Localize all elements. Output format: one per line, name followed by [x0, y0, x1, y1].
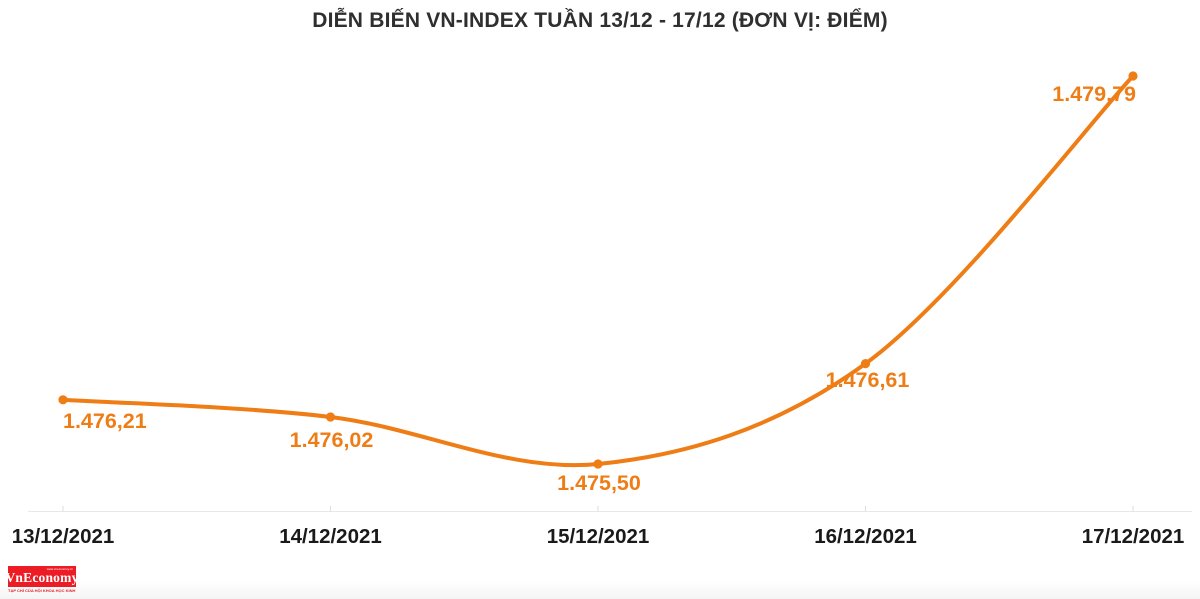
- x-axis-label: 13/12/2021: [12, 525, 115, 548]
- data-point: [58, 395, 68, 405]
- data-point: [860, 359, 871, 369]
- logo-url-text: www.vneconomy.vn: [46, 567, 73, 571]
- data-point-label: 1.476,21: [63, 409, 147, 433]
- vneconomy-logo-box: www.vneconomy.vn VnEconomy: [5, 566, 79, 587]
- x-axis-label: 16/12/2021: [814, 525, 917, 548]
- data-point-label: 1.476,61: [826, 368, 910, 392]
- data-point: [325, 412, 336, 422]
- logo-wordmark: VnEconomy: [5, 570, 79, 585]
- data-point-label: 1.476,02: [290, 428, 374, 452]
- data-point: [1128, 71, 1138, 81]
- series-line: [61, 74, 1135, 468]
- x-axis-label: 17/12/2021: [1082, 525, 1185, 548]
- logo-tagline: TẠP CHÍ CỦA HỘI KHOA HỌC KINH TẾ VIỆT NA…: [8, 588, 76, 593]
- data-point-label: 1.479,79: [1052, 82, 1136, 106]
- data-point-label: 1.475,50: [557, 471, 641, 495]
- x-axis-label: 15/12/2021: [547, 525, 650, 548]
- x-axis-label: 14/12/2021: [279, 525, 382, 548]
- vneconomy-logo: www.vneconomy.vn VnEconomy TẠP CHÍ CỦA H…: [5, 566, 79, 593]
- chart-title: DIỄN BIẾN VN-INDEX TUẦN 13/12 - 17/12 (Đ…: [312, 9, 888, 32]
- data-point: [593, 459, 603, 469]
